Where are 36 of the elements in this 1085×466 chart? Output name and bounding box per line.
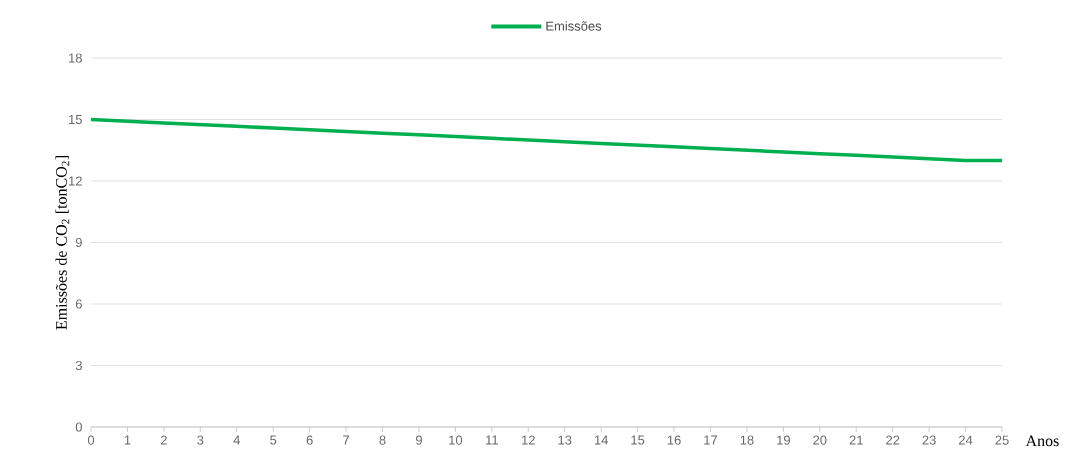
x-tick-label: 24: [959, 435, 973, 445]
x-tick-label: 10: [449, 435, 463, 445]
x-tick-label: 15: [631, 435, 645, 445]
y-tick-label: 12: [69, 176, 82, 186]
x-tick-label: 13: [558, 435, 572, 445]
x-tick-label: 19: [777, 435, 790, 445]
x-tick-label: 7: [343, 435, 350, 445]
x-tick-label: 20: [813, 435, 827, 445]
x-tick-label: 25: [995, 435, 1009, 445]
x-tick-label: 18: [740, 435, 754, 445]
y-tick-label: 15: [69, 114, 82, 125]
x-axis-title: Anos: [1025, 435, 1059, 447]
x-tick-label: 1: [124, 435, 131, 445]
x-tick-label: 22: [886, 435, 900, 445]
y-tick-label: 6: [75, 299, 82, 309]
x-tick-label: 0: [87, 435, 95, 445]
x-tick-label: 9: [415, 435, 422, 445]
x-tick-label: 4: [233, 435, 240, 445]
x-tick-label: 2: [160, 435, 167, 445]
x-tick-label: 16: [667, 435, 681, 445]
x-tick-label: 14: [594, 435, 609, 445]
x-tick-label: 17: [704, 435, 718, 445]
x-tick-label: 21: [849, 435, 863, 445]
x-tick-label: 6: [306, 435, 313, 445]
y-tick-label: 3: [75, 360, 82, 371]
y-tick-label: 18: [69, 53, 82, 63]
legend-label: Emissões: [546, 21, 602, 31]
y-tick-label: 0: [75, 422, 82, 432]
y-axis-title: Emissões de CO$_{2}$ [tonCO$_{2}$]: [55, 156, 70, 330]
y-tick-label: 9: [75, 237, 82, 248]
x-tick-label: 12: [522, 435, 535, 445]
x-tick-label: 3: [197, 435, 204, 445]
x-tick-label: 5: [270, 435, 277, 445]
x-tick-label: 23: [922, 435, 936, 445]
x-tick-label: 11: [486, 435, 498, 445]
x-tick-label: 8: [379, 435, 386, 445]
